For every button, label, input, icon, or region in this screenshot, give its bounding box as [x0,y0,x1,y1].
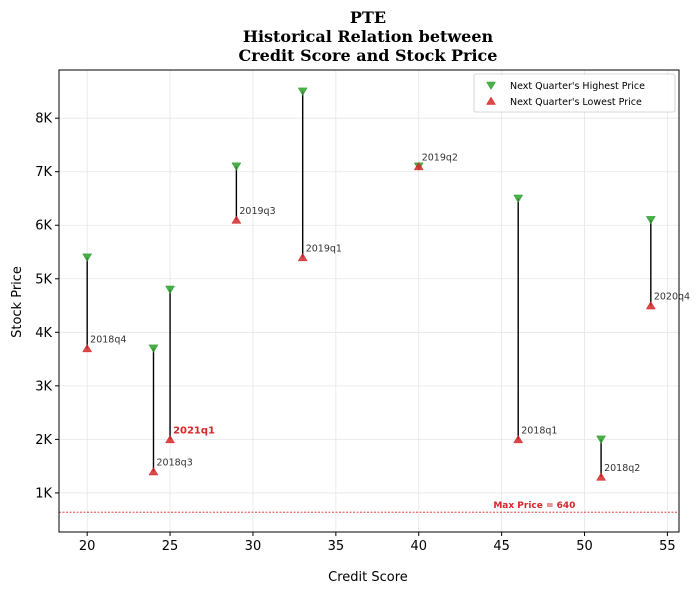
x-tick-label: 20 [79,539,96,554]
x-tick-label: 55 [659,539,676,554]
x-tick-label: 45 [493,539,510,554]
point-label-2018q4: 2018q4 [90,334,126,345]
x-tick-label: 25 [162,539,179,554]
legend-low-label: Next Quarter's Lowest Price [510,97,642,108]
legend-low-marker [486,96,496,105]
plot-frame [58,69,680,533]
x-tick-label: 30 [245,539,262,554]
data-marks: 2018q4 2018q3 2021q1 2019q3 2019q1 2019q2 2018… [82,87,690,481]
x-tick-label: 50 [576,539,593,554]
high-marker-2018q4 [82,253,93,262]
legend-high-marker [486,81,496,90]
point-label-2019q3: 2019q3 [239,206,275,217]
x-tick-label: 35 [328,539,345,554]
y-tick-label: 3K [35,379,52,394]
low-marker-2018q3 [148,467,159,476]
high-marker-2018q3 [148,344,159,353]
max-price-label: Max Price = 640 [493,501,575,511]
x-axis-label: Credit Score [328,570,408,585]
high-marker-2020q4 [645,216,656,225]
x-tick-label: 40 [410,539,427,554]
legend-box [473,73,676,113]
high-marker-2019q3 [231,162,242,171]
point-label-2018q3: 2018q3 [156,458,192,469]
point-label-2019q2: 2019q2 [422,152,458,163]
y-tick-label: 4K [35,326,52,341]
high-marker-2021q1 [165,285,176,294]
y-tick-label: 1K [35,486,52,501]
high-marker-2018q1 [513,194,524,203]
grid [59,70,679,532]
y-tick-label: 6K [35,219,52,234]
title-line-3: Credit Score and Stock Price [239,46,498,65]
high-marker-2019q1 [297,87,308,96]
point-label-2021q1: 2021q1 [173,425,215,436]
low-marker-2018q2 [596,472,607,481]
low-marker-2018q1 [513,434,524,444]
point-label-2018q1: 2018q1 [521,425,557,436]
high-marker-2018q2 [596,435,607,444]
point-label-2018q2: 2018q2 [604,463,640,474]
y-tick-label: 5K [35,272,52,287]
title-line-1: PTE [350,8,386,27]
reference-line-group: Max Price = 640 [59,501,679,513]
legend-high-label: Next Quarter's Highest Price [510,81,645,92]
y-axis-label: Stock Price [10,266,25,338]
low-marker-2021q1 [165,434,176,444]
point-label-2019q1: 2019q1 [306,243,342,254]
low-marker-2019q3 [231,215,242,224]
low-marker-2020q4 [645,301,656,310]
low-marker-2018q4 [82,343,93,353]
y-tick-label: 7K [35,165,52,180]
legend: Next Quarter's Highest Price Next Quarter… [473,73,676,113]
chart-title: PTE Historical Relation between Credit S… [239,8,498,65]
low-marker-2019q1 [297,252,308,262]
y-tick-label: 2K [35,433,52,448]
axis-ticks: 20 25 30 35 40 45 50 55 1K 2K 3K 4K 5K 6K 7K 8K [35,112,675,554]
point-label-2020q4: 2020q4 [654,292,690,303]
y-tick-label: 8K [35,112,52,127]
low-marker-2019q2 [413,161,424,171]
title-line-2: Historical Relation between [243,27,494,46]
